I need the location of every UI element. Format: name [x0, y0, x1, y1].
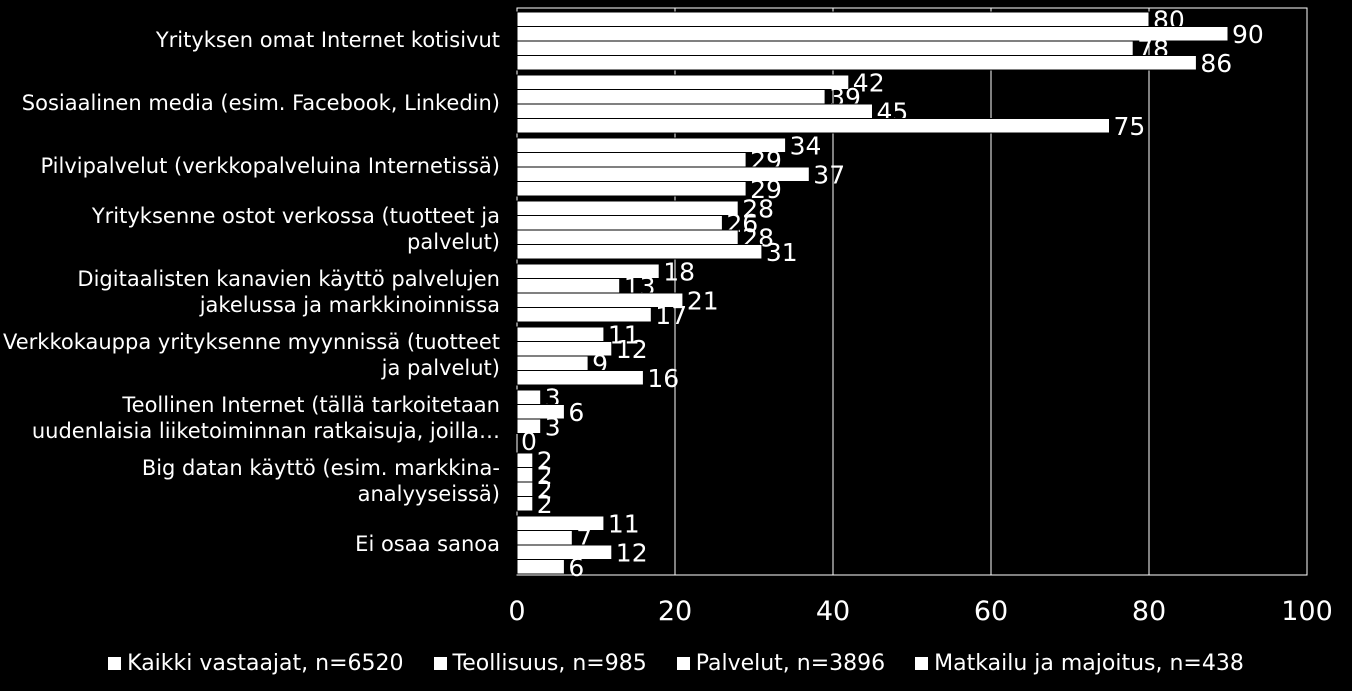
- legend-label: Teollisuus, n=985: [452, 650, 647, 676]
- bar: [516, 307, 652, 323]
- category-label: Digitaalisten kanavien käyttö palvelujen…: [77, 266, 500, 317]
- legend-item: Teollisuus, n=985: [433, 650, 647, 676]
- bar-value-label: 2: [537, 475, 553, 504]
- bar: [516, 181, 747, 197]
- x-tick-label: 20: [658, 596, 692, 627]
- bar: [516, 452, 534, 468]
- category-label: Ei osaa sanoa: [355, 531, 500, 556]
- bar: [516, 544, 613, 560]
- bar-value-label: 2: [537, 490, 553, 519]
- bar-value-label: 90: [1232, 20, 1264, 49]
- legend-swatch: [676, 656, 690, 670]
- category-label: Big datan käyttö (esim. markkina-analyys…: [141, 455, 500, 506]
- bar: [516, 152, 747, 168]
- bar: [516, 229, 739, 245]
- bar-value-label: 0: [521, 427, 537, 456]
- bar: [516, 244, 763, 260]
- bar: [516, 74, 850, 90]
- x-tick-label: 100: [1281, 596, 1333, 627]
- bar-value-label: 17: [655, 301, 687, 330]
- bar: [516, 355, 589, 371]
- legend-label: Palvelut, n=3896: [695, 650, 886, 676]
- x-tick-label: 80: [1132, 596, 1166, 627]
- bar: [516, 11, 1150, 27]
- bar-value-label: 42: [853, 68, 885, 97]
- bar-value-label: 16: [647, 364, 679, 393]
- bar: [516, 496, 534, 512]
- bar: [516, 467, 534, 483]
- legend-swatch: [915, 656, 929, 670]
- bar-value-label: 3: [545, 412, 561, 441]
- bar: [516, 278, 621, 294]
- x-tick-label: 0: [508, 596, 525, 627]
- bar-value-label: 31: [766, 238, 798, 267]
- legend-label: Matkailu ja majoitus, n=438: [934, 650, 1244, 676]
- bar: [516, 55, 1197, 71]
- category-label: Yrityksen omat Internet kotisivut: [155, 27, 500, 52]
- bar-value-label: 11: [608, 509, 640, 538]
- legend-item: Palvelut, n=3896: [676, 650, 886, 676]
- category-label: Teollinen Internet (tällä tarkoitetaan u…: [31, 392, 500, 443]
- bar-value-label: 86: [1200, 49, 1232, 78]
- legend-swatch: [108, 656, 122, 670]
- bar-value-label: 2: [537, 461, 553, 490]
- bar-value-label: 12: [616, 538, 648, 567]
- bar: [516, 389, 542, 405]
- bar: [516, 215, 723, 231]
- bar: [516, 40, 1134, 56]
- bar-value-label: 6: [568, 398, 584, 427]
- bar: [516, 559, 565, 575]
- category-label: Pilvipalvelut (verkkopalveluina Internet…: [40, 153, 500, 178]
- bar-value-label: 2: [537, 446, 553, 475]
- category-label: Sosiaalinen media (esim. Facebook, Linke…: [21, 90, 500, 115]
- bar: [516, 326, 605, 342]
- category-label: Yrityksenne ostot verkossa (tuotteet ja …: [91, 203, 500, 254]
- bar: [516, 200, 739, 216]
- x-tick-label: 60: [974, 596, 1008, 627]
- bar-value-label: 28: [742, 194, 774, 223]
- bar: [516, 89, 826, 105]
- bar-value-label: 12: [616, 335, 648, 364]
- bar: [516, 418, 542, 434]
- bar: [516, 137, 787, 153]
- x-tick-label: 40: [816, 596, 850, 627]
- legend-label: Kaikki vastaajat, n=6520: [127, 650, 404, 676]
- legend-swatch: [433, 656, 447, 670]
- bar: [516, 26, 1229, 42]
- bar: [516, 118, 1110, 134]
- bar: [516, 103, 873, 119]
- bar-value-label: 75: [1114, 112, 1146, 141]
- bar: [516, 530, 573, 546]
- bar: [516, 481, 534, 497]
- bar-value-label: 11: [608, 320, 640, 349]
- bar-value-label: 29: [750, 175, 782, 204]
- bar: [516, 370, 644, 386]
- category-label: Verkkokauppa yrityksenne myynnissä (tuot…: [3, 329, 500, 380]
- legend: Kaikki vastaajat, n=6520 Teollisuus, n=98…: [0, 648, 1352, 678]
- bar-value-label: 21: [687, 286, 719, 315]
- legend-item: Kaikki vastaajat, n=6520: [108, 650, 404, 676]
- bar-value-label: 6: [568, 553, 584, 582]
- bar-value-label: 18: [663, 257, 695, 286]
- bar-value-label: 34: [790, 131, 822, 160]
- bar-value-label: 37: [813, 160, 845, 189]
- legend-item: Matkailu ja majoitus, n=438: [915, 651, 1244, 676]
